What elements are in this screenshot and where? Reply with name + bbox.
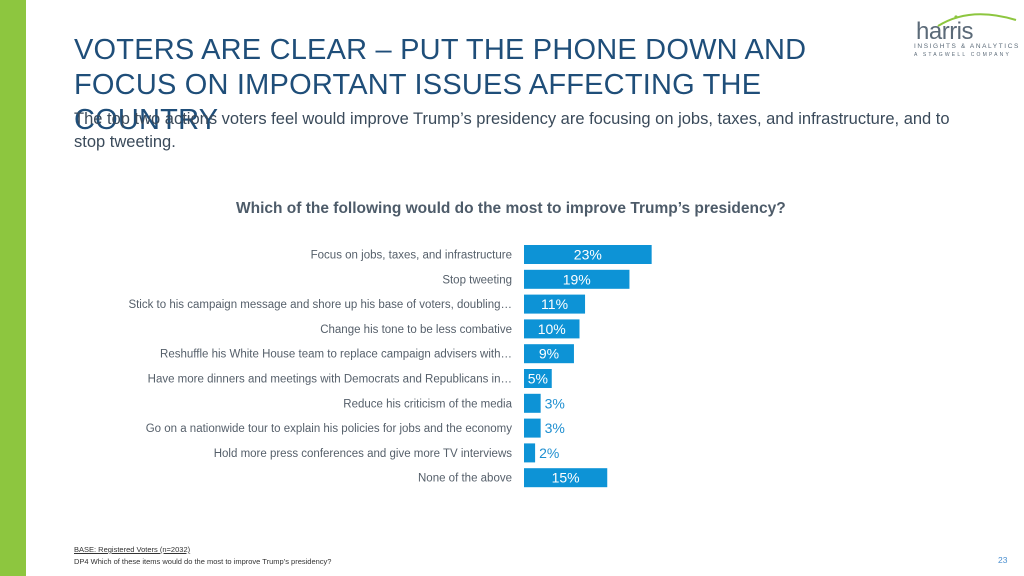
bar-chart: Focus on jobs, taxes, and infrastructure…: [128, 245, 652, 488]
bar: [524, 294, 586, 314]
category-label: Hold more press conferences and give mor…: [214, 448, 513, 460]
page-title: VOTERS ARE CLEAR – PUT THE PHONE DOWN AN…: [74, 34, 807, 136]
harris-logo: harris INSIGHTS & ANALYTICS A STAGWELL C…: [900, 8, 1018, 64]
value-label: 10%: [538, 321, 566, 337]
value-label: 15%: [552, 470, 580, 486]
value-label: 3%: [545, 395, 565, 411]
category-label: Stop tweeting: [442, 274, 512, 286]
value-label: 19%: [563, 271, 591, 287]
bar: [524, 245, 652, 264]
category-label: Stick to his campaign message and shore …: [128, 299, 512, 311]
page-number: 23: [998, 555, 1008, 565]
value-label: 11%: [541, 296, 568, 312]
value-label: 23%: [574, 247, 602, 263]
logo-company: A STAGWELL COMPANY: [914, 52, 1012, 58]
chart-title: Which of the following would do the most…: [236, 200, 786, 217]
category-label: None of the above: [418, 473, 512, 485]
footer-base-note: BASE: Registered Voters (n=2032): [74, 545, 191, 554]
bar: [524, 344, 574, 364]
bar: [524, 269, 630, 289]
logo-tagline: INSIGHTS & ANALYTICS: [914, 43, 1020, 50]
value-label: 3%: [545, 420, 565, 436]
value-label: 9%: [539, 346, 559, 362]
value-label: 5%: [528, 371, 548, 387]
footer-question-note: DP4 Which of these items would do the mo…: [74, 557, 332, 566]
category-label: Focus on jobs, taxes, and infrastructure: [311, 250, 512, 262]
accent-sidebar-bar: [0, 0, 26, 576]
bar: [524, 443, 536, 463]
category-label: Reduce his criticism of the media: [343, 398, 512, 410]
bar: [524, 319, 580, 339]
category-label: Change his tone to be less combative: [320, 324, 512, 336]
category-label: Go on a nationwide tour to explain his p…: [146, 423, 513, 435]
logo-wordmark: harris: [916, 18, 974, 45]
category-label: Reshuffle his White House team to replac…: [160, 349, 512, 361]
value-label: 2%: [539, 445, 559, 461]
bar: [524, 468, 608, 488]
bar: [524, 393, 541, 413]
category-label: Have more dinners and meetings with Demo…: [148, 374, 512, 386]
page-subtitle: The top two actions voters feel would im…: [74, 110, 950, 151]
logo-arc-icon: [937, 13, 1017, 27]
bar: [524, 418, 541, 438]
bar: [524, 369, 552, 388]
